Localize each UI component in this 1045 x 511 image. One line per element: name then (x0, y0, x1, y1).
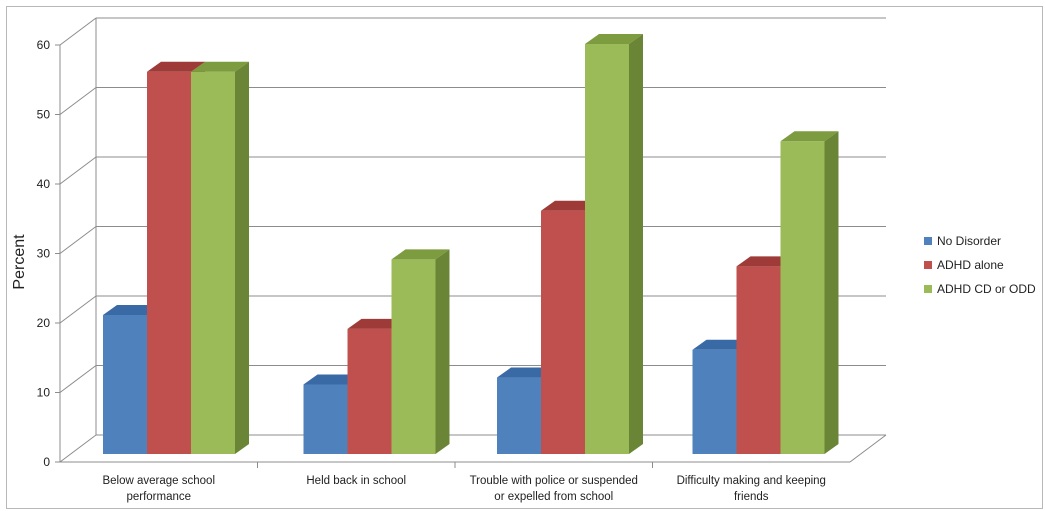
bar-top (780, 131, 839, 142)
side-gridline (59, 17, 97, 46)
legend-label-adhd-alone: ADHD alone (937, 258, 1004, 272)
floor-right-edge (849, 434, 887, 463)
x-tick-label: Trouble with police or suspended (470, 475, 638, 487)
side-gridline (59, 87, 97, 115)
bar-top (692, 339, 751, 350)
legend-label-adhd-cd-odd: ADHD CD or ODD (937, 282, 1036, 296)
y-tick-label: 60 (37, 38, 51, 52)
bar (147, 71, 191, 454)
side-gridline (59, 365, 97, 393)
y-tick-label: 0 (43, 455, 50, 469)
side-gridline (59, 226, 97, 254)
bar-top (303, 374, 362, 385)
y-tick-label: 30 (37, 247, 51, 261)
bar-side (824, 131, 839, 454)
x-tick-label: Below average school (102, 475, 215, 487)
x-tick-label: Difficulty making and keeping (677, 475, 826, 487)
bar-side (235, 61, 249, 454)
bar-top (736, 256, 795, 267)
bar (780, 141, 825, 454)
bar (303, 384, 348, 454)
bar-top (103, 305, 161, 315)
bar (391, 259, 436, 454)
bar (191, 71, 235, 454)
bar (736, 266, 781, 454)
bar-top (147, 61, 205, 72)
bar (497, 377, 541, 454)
bar-side (629, 33, 643, 454)
legend: No Disorder ADHD alone ADHD CD or ODD (924, 229, 1036, 301)
legend-swatch-no-disorder (924, 237, 932, 245)
bar (692, 349, 737, 454)
bar (347, 328, 392, 454)
bar (585, 43, 629, 454)
y-tick-label: 10 (37, 386, 51, 400)
x-tick-label: friends (734, 491, 769, 503)
bar-top (191, 61, 249, 72)
x-tick-label: performance (126, 491, 191, 503)
y-axis-label: Percent (11, 234, 28, 290)
side-gridline (59, 156, 97, 185)
y-tick-label: 50 (37, 108, 51, 122)
bar-top (347, 318, 406, 329)
legend-label-no-disorder: No Disorder (937, 234, 1002, 248)
bar-top (541, 200, 599, 211)
legend-swatch-adhd-alone (924, 261, 932, 269)
bar-top (391, 249, 450, 260)
y-tick-label: 40 (37, 177, 51, 191)
bar-top (585, 33, 643, 44)
bar-side (435, 249, 450, 454)
bar-top (497, 367, 555, 378)
x-tick-label: or expelled from school (494, 491, 613, 503)
legend-item-no-disorder: No Disorder (924, 229, 1036, 253)
legend-swatch-adhd-cd-odd (924, 285, 932, 293)
legend-item-adhd-alone: ADHD alone (924, 253, 1036, 277)
x-tick-label: Held back in school (306, 475, 406, 487)
side-gridline (59, 295, 97, 324)
bar (103, 315, 147, 454)
legend-item-adhd-cd-odd: ADHD CD or ODD (924, 277, 1036, 301)
side-gridline (59, 434, 97, 463)
y-tick-label: 20 (37, 316, 51, 330)
bar (541, 210, 585, 454)
